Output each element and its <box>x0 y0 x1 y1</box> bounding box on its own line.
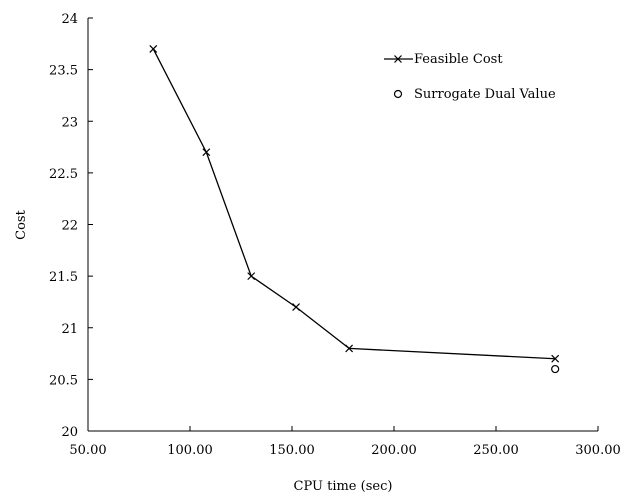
y-tick-label: 22 <box>61 219 78 234</box>
y-ticks: 20 20.5 21 21.5 22 22.5 23 23.5 24 <box>49 12 93 440</box>
legend-dual-label: Surrogate Dual Value <box>414 87 556 102</box>
y-tick-label: 20 <box>61 425 78 440</box>
y-tick-label: 21 <box>61 322 78 337</box>
x-ticks: 50.00 100.00 150.00 200.00 250.00 300.00 <box>69 426 620 458</box>
y-tick-label: 24 <box>61 12 78 27</box>
surrogate-dual-value-point <box>551 364 560 374</box>
feasible-cost-point <box>149 45 158 53</box>
feasible-cost-point <box>551 354 560 363</box>
feasible-cost-point <box>247 272 256 281</box>
series-layer <box>149 45 560 374</box>
x-tick-label: 250.00 <box>473 443 519 458</box>
y-tick-label: 20.5 <box>49 373 78 388</box>
legend-dual-marker <box>393 89 403 99</box>
feasible-cost-point <box>202 148 211 157</box>
legend-feasible-label: Feasible Cost <box>414 52 503 67</box>
y-tick-label: 22.5 <box>49 167 78 182</box>
x-tick-label: 50.00 <box>69 443 106 458</box>
legend: Feasible Cost Surrogate Dual Value <box>384 52 556 102</box>
legend-feasible-marker <box>394 55 402 63</box>
y-tick-label: 23.5 <box>49 64 78 79</box>
axes <box>87 18 598 432</box>
x-tick-label: 300.00 <box>575 443 620 458</box>
feasible-cost-point <box>292 303 301 312</box>
feasible-cost-line <box>152 48 556 360</box>
y-tick-label: 21.5 <box>49 270 78 285</box>
y-axis-title: Cost <box>14 209 29 239</box>
feasible-cost-point <box>345 344 354 353</box>
y-tick-label: 23 <box>61 115 78 130</box>
x-axis-title: CPU time (sec) <box>294 479 393 494</box>
x-tick-label: 150.00 <box>269 443 315 458</box>
x-tick-label: 100.00 <box>167 443 213 458</box>
x-tick-label: 200.00 <box>371 443 417 458</box>
